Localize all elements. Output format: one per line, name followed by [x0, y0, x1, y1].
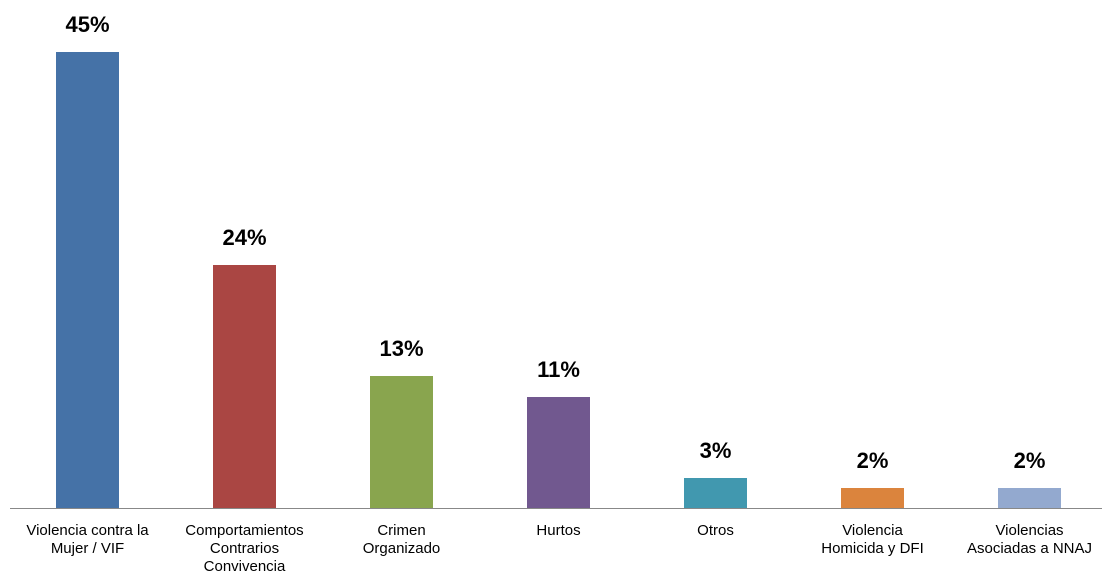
bar [998, 487, 1061, 508]
x-tick-label: Crimen Organizado [362, 522, 441, 557]
x-tick-label: Violencia Homicida y DFI [821, 522, 924, 557]
value-label: 45% [65, 12, 110, 37]
bar [213, 264, 276, 508]
x-tick-label: Comportamientos Contrarios Convivencia [185, 522, 304, 575]
bar [370, 376, 433, 508]
x-tick-label: Hurtos [536, 522, 581, 539]
x-axis-line [10, 508, 1102, 509]
bar [684, 477, 747, 508]
value-label: 2% [1013, 447, 1046, 473]
x-tick-label: Violencia contra la Mujer / VIF [26, 522, 149, 557]
bar [841, 487, 904, 508]
value-label: 3% [699, 437, 732, 463]
x-tick-label: Violencias Asociadas a NNAJ [966, 522, 1093, 557]
value-label: 2% [856, 447, 889, 473]
value-label: 11% [537, 356, 580, 382]
value-label: 24% [222, 224, 267, 250]
bar [527, 396, 590, 508]
value-label: 13% [379, 336, 424, 362]
x-tick-label: Otros [697, 522, 734, 539]
bar [56, 52, 119, 508]
